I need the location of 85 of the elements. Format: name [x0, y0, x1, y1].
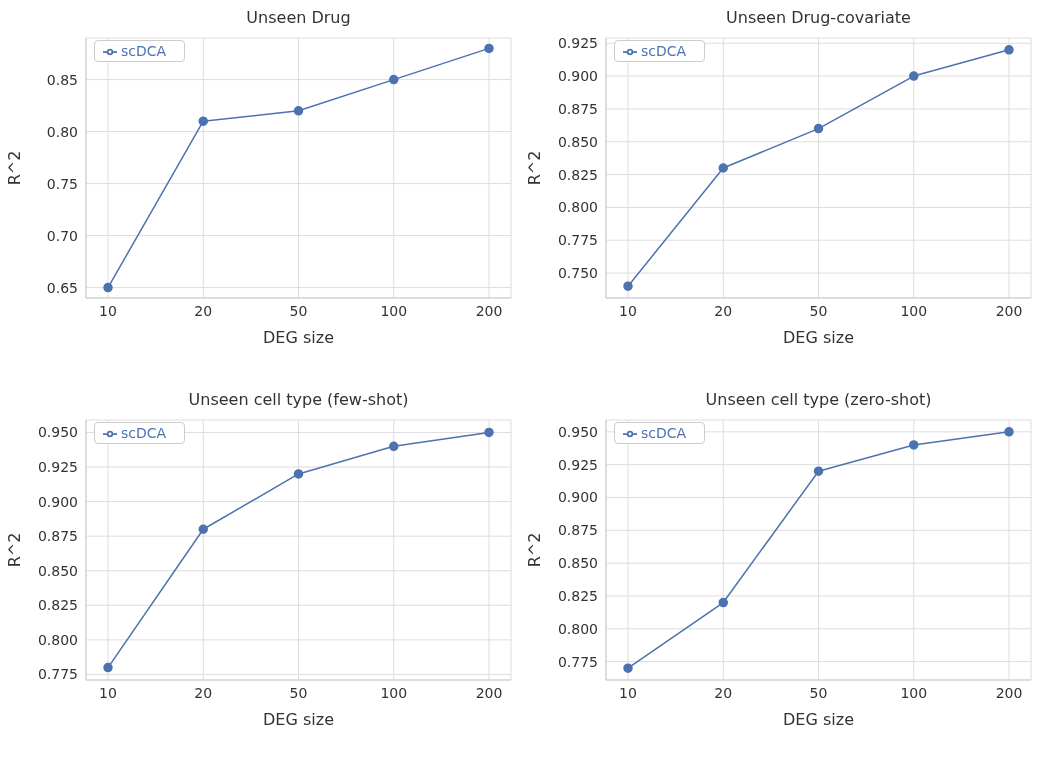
y-tick-label: 0.70 — [46, 227, 78, 244]
point — [198, 524, 208, 535]
x-axis-title: DEG size — [783, 328, 854, 347]
x-tick-label: 200 — [995, 302, 1023, 319]
point — [293, 106, 304, 116]
y-tick-label: 0.825 — [37, 597, 78, 614]
y-tick-label: 0.800 — [557, 620, 598, 637]
point — [718, 597, 728, 608]
y-tick-label: 0.925 — [557, 456, 598, 473]
x-tick-label: 20 — [714, 684, 733, 701]
y-tick-label: 0.65 — [46, 279, 78, 296]
y-tick-label: 0.800 — [557, 199, 598, 216]
x-tick-label: 100 — [900, 684, 928, 701]
y-tick-label: 0.775 — [37, 666, 78, 683]
y-tick-label: 0.925 — [557, 35, 598, 52]
y-axis-title: R^2 — [524, 150, 544, 186]
point — [623, 663, 633, 673]
x-tick-label: 20 — [194, 684, 213, 701]
point — [1004, 45, 1014, 55]
x-tick-label: 10 — [619, 302, 637, 319]
x-tick-label: 10 — [99, 684, 117, 701]
y-tick-label: 0.900 — [37, 493, 78, 510]
chart-title: Unseen Drug — [245, 8, 352, 29]
y-tick-label: 0.900 — [557, 68, 598, 85]
x-tick-label: 50 — [289, 302, 308, 319]
y-tick-label: 0.925 — [37, 458, 78, 475]
y-tick-label: 0.950 — [557, 423, 598, 440]
y-tick-label: 0.825 — [557, 166, 598, 183]
chart-title: Unseen Drug-covariate — [725, 8, 912, 29]
x-tick-label: 200 — [995, 684, 1023, 701]
x-tick-label: 50 — [289, 684, 308, 701]
point — [623, 281, 633, 291]
x-tick-label: 20 — [194, 302, 213, 319]
x-tick-label: 100 — [380, 302, 408, 319]
x-tick-label: 100 — [900, 302, 928, 319]
legend-label: scDCA — [641, 43, 687, 59]
point — [909, 440, 919, 450]
x-axis-title: DEG size — [263, 710, 334, 729]
legend-label: scDCA — [641, 425, 687, 441]
x-tick-label: 200 — [475, 684, 503, 701]
y-tick-label: 0.850 — [557, 555, 598, 572]
x-tick-label: 50 — [809, 684, 828, 701]
y-tick-label: 0.850 — [37, 562, 78, 579]
y-tick-label: 0.825 — [557, 587, 598, 604]
y-tick-label: 0.950 — [37, 424, 78, 441]
y-tick-label: 0.85 — [46, 71, 78, 88]
point — [484, 427, 494, 438]
y-tick-label: 0.875 — [37, 528, 78, 545]
point — [103, 662, 113, 673]
y-tick-label: 0.875 — [557, 522, 598, 539]
y-tick-label: 0.850 — [557, 133, 598, 150]
y-axis-title: R^2 — [524, 532, 544, 568]
x-tick-label: 20 — [714, 302, 733, 319]
point — [909, 71, 919, 81]
point — [198, 116, 208, 126]
y-tick-label: 0.75 — [46, 175, 78, 192]
point — [389, 441, 399, 452]
point — [484, 43, 494, 54]
y-tick-label: 0.900 — [557, 489, 598, 506]
point — [293, 469, 304, 479]
point — [1004, 427, 1014, 437]
legend-label: scDCA — [121, 425, 167, 441]
point — [718, 163, 728, 173]
x-tick-label: 10 — [99, 302, 117, 319]
y-tick-label: 0.750 — [557, 265, 598, 282]
x-axis-title: DEG size — [783, 710, 854, 729]
point — [389, 74, 399, 85]
x-tick-label: 200 — [475, 302, 503, 319]
chart-title: Unseen cell type (zero-shot) — [704, 390, 933, 411]
x-tick-label: 100 — [380, 684, 408, 701]
point — [103, 282, 113, 293]
x-tick-label: 50 — [809, 302, 828, 319]
y-tick-label: 0.800 — [37, 631, 78, 648]
x-axis-title: DEG size — [263, 328, 334, 347]
y-axis-title: R^2 — [4, 150, 24, 186]
y-tick-label: 0.775 — [557, 653, 598, 670]
y-tick-label: 0.80 — [46, 123, 78, 140]
y-axis-title: R^2 — [4, 532, 24, 568]
y-tick-label: 0.775 — [557, 232, 598, 249]
y-tick-label: 0.875 — [557, 100, 598, 117]
point — [813, 123, 824, 134]
x-tick-label: 10 — [619, 684, 637, 701]
legend-label: scDCA — [121, 43, 167, 59]
point — [813, 466, 824, 476]
chart-title: Unseen cell type (few-shot) — [187, 390, 410, 411]
